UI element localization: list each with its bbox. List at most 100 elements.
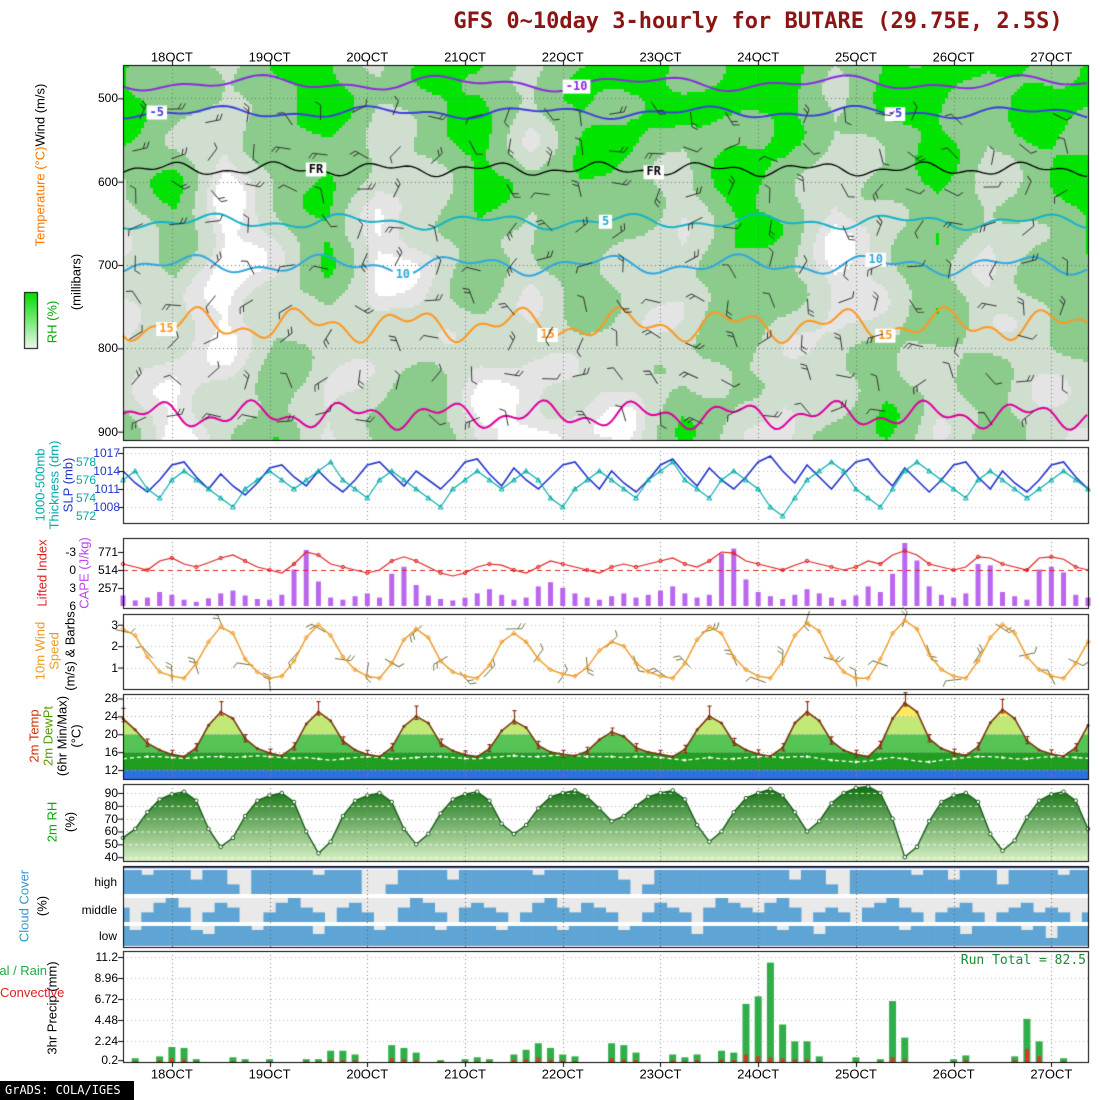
axis-label-temp-2: 2m DewPt: [41, 706, 56, 766]
temp-tick: 24: [104, 709, 118, 724]
rh-tick: 60: [104, 824, 118, 839]
axis-label-segment: Speed: [46, 632, 62, 670]
axis-label-cloud-1: Cloud Cover: [17, 870, 32, 942]
axis-label-rh2m-2: (%): [63, 812, 78, 832]
temp-tick: 12: [104, 763, 118, 778]
rh-tick: 50: [104, 837, 118, 852]
axis-label-segment: 2m DewPt: [40, 706, 56, 766]
axis-label-wind-1: 10m Wind: [33, 622, 48, 681]
axis-label-upper-millibars: (millibars): [69, 254, 84, 310]
precip-tick: 8.96: [94, 971, 118, 985]
precip-tick: 0.2: [101, 1053, 118, 1068]
rh-tick: 70: [104, 811, 118, 826]
rh-tick: 90: [104, 785, 118, 800]
thickness-tick: 578: [75, 455, 96, 469]
lifted-index-tick: 6: [69, 599, 76, 613]
page-title: GFS 0~10day 3-hourly for BUTARE (29.75E,…: [453, 9, 1063, 34]
pressure-tick: 900: [97, 424, 118, 439]
day-label-bottom: 18OCT: [150, 1066, 193, 1082]
day-label-bottom: 23OCT: [639, 1066, 682, 1082]
day-label-top: 19OCT: [248, 49, 291, 65]
axis-label-segment: (%): [34, 895, 50, 917]
axis-label-lifted-index: Lifted Index: [35, 539, 50, 606]
axis-label-segment: (millibars): [68, 253, 84, 311]
axis-label-segment: Thickness (dm): [46, 440, 62, 530]
day-label-top: 23OCT: [639, 49, 682, 65]
thickness-tick: 574: [75, 491, 96, 505]
precip-legend-convective: Convective: [0, 985, 65, 1000]
axis-label-temp-4: (°C): [69, 724, 84, 747]
slp-tick: 1008: [93, 500, 120, 514]
precip-tick: 11.2: [95, 950, 118, 964]
axis-label-thickness-2: Thickness (dm): [47, 441, 62, 530]
axis-label-thickness-1: 1000-500mb: [33, 449, 48, 522]
axis-label-segment: Wind (m/s): [32, 83, 48, 147]
axis-label-wind-3: (m/s) & Barbs: [63, 611, 78, 690]
temp-tick: 20: [104, 727, 118, 742]
day-label-bottom: 20OCT: [346, 1066, 389, 1082]
axis-label-slp: SLP (mb): [61, 458, 76, 513]
axis-label-cloud-2: (%): [35, 896, 50, 916]
lifted-index-tick: 3: [69, 581, 76, 595]
thickness-tick: 572: [75, 509, 96, 523]
cape-tick: 514: [97, 563, 118, 577]
axis-label-segment: (6hr Min/Max): [54, 695, 70, 777]
axis-label-rh2m-1: 2m RH: [45, 802, 60, 842]
axis-label-segment: CAPE (J/kg): [76, 537, 92, 609]
axis-label-segment: Cloud Cover: [16, 869, 32, 943]
cloud-row-label: high: [94, 875, 117, 889]
day-label-top: 27OCT: [1030, 49, 1073, 65]
slp-tick: 1011: [94, 482, 120, 496]
axis-label-segment: 1000-500mb: [32, 448, 48, 522]
temp-tick: 16: [104, 745, 118, 760]
day-label-top: 18OCT: [150, 49, 193, 65]
day-label-bottom: 21OCT: [444, 1066, 486, 1082]
wind-speed-tick: 1: [111, 660, 118, 675]
rh-tick: 80: [104, 798, 118, 813]
axis-label-segment: 2m RH: [44, 801, 60, 843]
day-label-top: 20OCT: [346, 49, 389, 65]
day-label-bottom: 27OCT: [1030, 1066, 1073, 1082]
run-total-label: Run Total = 82.5: [960, 953, 1086, 968]
pressure-tick: 500: [97, 91, 118, 106]
axis-label-segment: (°C): [68, 724, 84, 748]
axis-label-cape: CAPE (J/kg): [77, 537, 92, 609]
precip-tick: 4.48: [94, 1013, 118, 1027]
axis-label-wind-2: Speed: [47, 632, 62, 670]
day-label-bottom: 19OCT: [248, 1066, 291, 1082]
axis-label-temp-3: (6hr Min/Max): [55, 696, 70, 776]
cloud-row-label: middle: [81, 903, 117, 917]
precip-tick: 2.24: [94, 1034, 118, 1048]
cape-tick: 771: [97, 545, 118, 559]
axis-label-upper-rh: RH (%): [45, 301, 60, 344]
axis-label-temp-1: 2m Temp: [27, 709, 42, 762]
axis-label-segment: (°C): [32, 146, 48, 170]
thickness-tick: 576: [75, 473, 96, 487]
temp-tick: 28: [104, 691, 118, 706]
precip-tick: 6.72: [94, 992, 118, 1006]
lifted-index-tick: 0: [69, 563, 76, 577]
axis-label-segment: 2m Temp: [26, 709, 42, 763]
day-label-bottom: 25OCT: [834, 1066, 877, 1082]
precip-legend-total-rain: Total / Rain: [0, 963, 48, 978]
day-label-top: 21OCT: [444, 49, 486, 65]
axis-label-segment: Lifted Index: [34, 539, 50, 607]
axis-label-segment: SLP (mb): [60, 457, 76, 513]
axis-label-upper-temp-wind: Temperature (°C)Wind (m/s): [33, 84, 48, 247]
day-label-top: 24OCT: [737, 49, 780, 65]
day-label-bottom: 26OCT: [932, 1066, 975, 1082]
axis-label-segment: 10m Wind: [32, 621, 48, 681]
cape-tick: 257: [97, 581, 118, 595]
axis-label-segment: (%): [62, 811, 78, 833]
day-label-bottom: 24OCT: [737, 1066, 780, 1082]
day-label-top: 25OCT: [834, 49, 877, 65]
slp-tick: 1014: [93, 464, 120, 478]
slp-tick: 1017: [93, 446, 120, 460]
day-label-top: 22OCT: [541, 49, 584, 65]
grads-credit: GrADS: COLA/IGES: [0, 1081, 134, 1100]
axis-label-segment: Temperature: [32, 169, 48, 247]
pressure-tick: 600: [97, 174, 118, 189]
lifted-index-tick: -3: [65, 545, 76, 559]
